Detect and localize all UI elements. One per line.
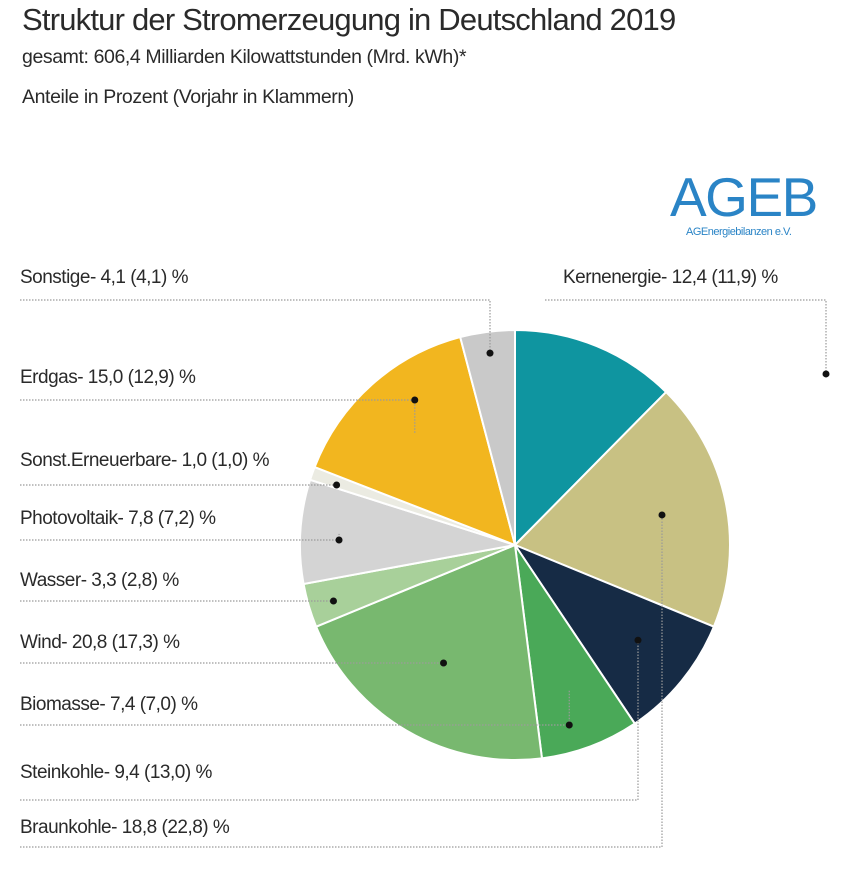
pie-slice-kernenergie xyxy=(514,328,668,548)
slice-labels: Kernenergie- 12,4 (11,9) % Braunkohle- 18… xyxy=(20,267,779,838)
slice-label-steinkohle: Steinkohle- 9,4 (13,0) % xyxy=(20,762,212,783)
pie-slice-biomasse xyxy=(514,544,637,760)
leader-line-sonst-erneuerbare xyxy=(20,482,338,486)
slice-label-sonstige: Sonstige- 4,1 (4,1) % xyxy=(20,267,189,288)
leader-dot-wasser xyxy=(329,597,337,605)
slice-label-erdgas: Erdgas- 15,0 (12,9) % xyxy=(20,367,196,388)
logo-subtext: AGEnergiebilanzen e.V. xyxy=(686,226,792,238)
logo-text: AGEB xyxy=(670,166,818,228)
leader-dot-kernenergie xyxy=(822,370,830,378)
slice-label-wind: Wind- 20,8 (17,3) % xyxy=(20,632,180,653)
slice-label-biomasse: Biomasse- 7,4 (7,0) % xyxy=(20,694,198,715)
leader-line-sonstige xyxy=(20,299,491,354)
pie-slice-braunkohle xyxy=(513,390,731,628)
leader-line-wasser xyxy=(20,598,335,602)
leader-dot-braunkohle xyxy=(658,511,666,519)
leader-line-steinkohle xyxy=(20,640,639,801)
leader-line-kernenergie xyxy=(545,299,827,374)
leader-line-braunkohle xyxy=(20,514,663,848)
pie-slice-wind xyxy=(314,543,544,761)
slice-label-photovoltaik: Photovoltaik- 7,8 (7,2) % xyxy=(20,508,216,529)
leader-line-photovoltaik xyxy=(20,533,340,541)
slice-label-wasser: Wasser- 3,3 (2,8) % xyxy=(20,570,179,591)
pie-slice-photovoltaik xyxy=(299,478,516,586)
chart-subtitle-total: gesamt: 606,4 Milliarden Kilowattstunden… xyxy=(22,46,467,68)
chart-subtitle-shares: Anteile in Prozent (Vorjahr in Klammern) xyxy=(22,86,354,108)
ageb-logo: AGEB AGEnergiebilanzen e.V. xyxy=(670,170,830,245)
pie-slice-erdgas xyxy=(313,335,517,547)
slice-label-braunkohle: Braunkohle- 18,8 (22,8) % xyxy=(20,817,230,838)
leader-lines xyxy=(20,299,830,848)
leader-dot-biomasse xyxy=(565,721,573,729)
pie-slice-sonstige xyxy=(459,328,516,546)
slice-label-kernenergie: Kernenergie- 12,4 (11,9) % xyxy=(563,267,778,288)
leader-dot-steinkohle xyxy=(634,636,642,644)
slice-label-sonst-erneuerbare: Sonst.Erneuerbare- 1,0 (1,0) % xyxy=(20,450,270,471)
pie-slice-steinkohle xyxy=(512,542,716,725)
leader-dot-photovoltaik xyxy=(335,536,343,544)
leader-dot-sonst-erneuerbare xyxy=(333,481,341,489)
leader-dot-erdgas xyxy=(411,396,419,404)
leader-dot-sonstige xyxy=(486,349,494,357)
leader-dot-wind xyxy=(440,659,448,667)
chart-title: Struktur der Stromerzeugung in Deutschla… xyxy=(22,2,676,37)
pie-slices xyxy=(299,328,731,761)
